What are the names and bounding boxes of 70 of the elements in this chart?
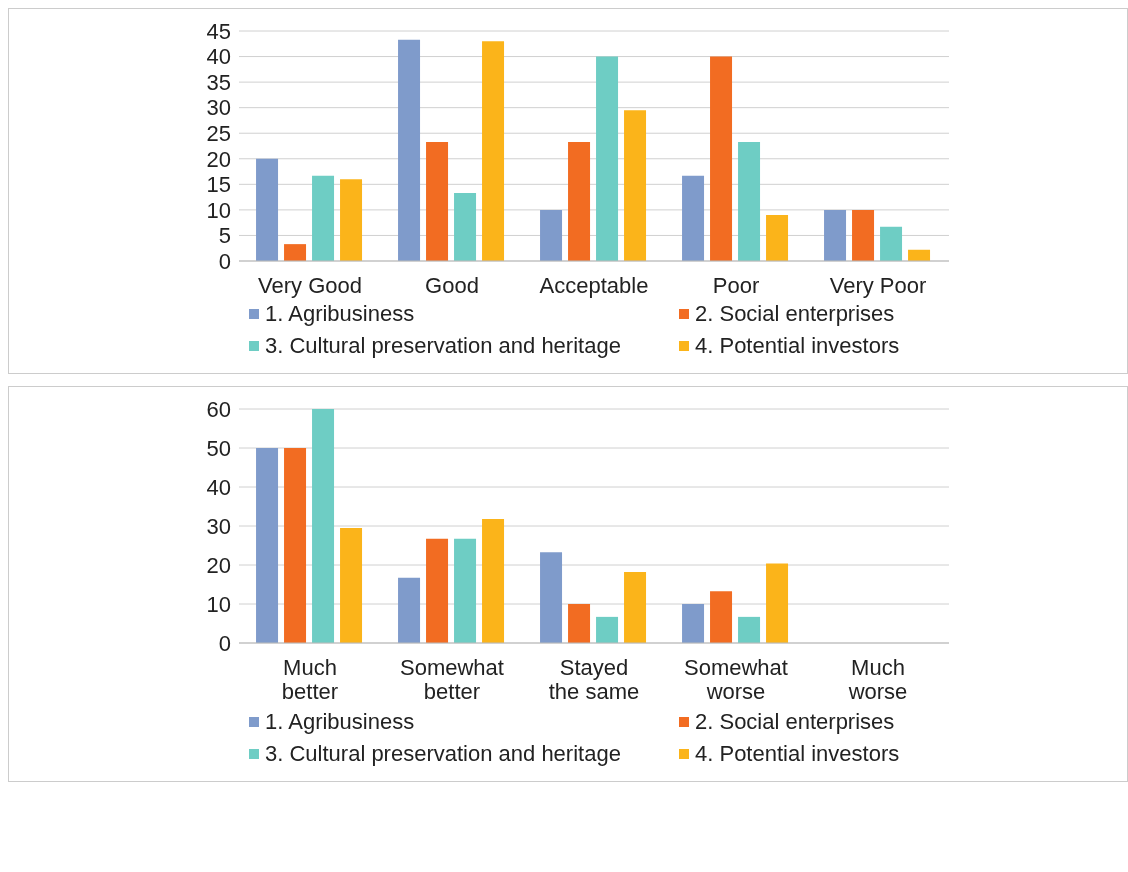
y-tick-label: 20 xyxy=(206,146,231,172)
bar xyxy=(284,448,307,643)
bar xyxy=(568,604,591,643)
y-tick-label: 40 xyxy=(206,474,231,500)
legend-label: 1. Agribusiness xyxy=(265,709,415,735)
bar xyxy=(540,552,563,643)
x-tick-label: Good xyxy=(425,273,479,298)
x-tick-label: Very Good xyxy=(258,273,362,298)
x-tick-label: Much worse xyxy=(847,655,908,704)
y-tick-label: 60 xyxy=(206,396,231,422)
bar xyxy=(256,448,279,643)
y-tick-label: 10 xyxy=(206,591,231,617)
bar xyxy=(312,175,335,261)
legend-label: 2. Social enterprises xyxy=(695,301,895,327)
y-tick-label: 50 xyxy=(206,435,231,461)
y-tick-label: 15 xyxy=(206,172,231,198)
bar xyxy=(596,56,619,261)
bar xyxy=(482,41,505,261)
bar xyxy=(852,209,875,261)
y-tick-label: 20 xyxy=(206,552,231,578)
x-tick-label: Poor xyxy=(712,273,760,298)
bar xyxy=(426,141,449,261)
bar xyxy=(540,209,563,261)
legend-label: 4. Potential investors xyxy=(695,741,900,767)
bar xyxy=(738,141,761,261)
y-tick-label: 10 xyxy=(206,197,231,223)
legend-label: 1. Agribusiness xyxy=(265,301,415,327)
y-tick-label: 30 xyxy=(206,513,231,539)
x-tick-label: Very Poor xyxy=(829,273,927,298)
bar xyxy=(682,604,705,643)
y-tick-label: 0 xyxy=(218,248,231,274)
y-tick-label: 5 xyxy=(218,223,231,249)
bar xyxy=(710,591,733,643)
bar xyxy=(398,39,421,261)
bar xyxy=(824,209,847,261)
y-tick-label: 25 xyxy=(206,121,231,147)
bar xyxy=(340,527,363,643)
legend-label: 3. Cultural preservation and heritage xyxy=(265,333,621,359)
y-tick-label: 40 xyxy=(206,44,231,70)
legend-label: 3. Cultural preservation and heritage xyxy=(265,741,621,767)
bar xyxy=(766,215,789,261)
bar xyxy=(312,409,335,643)
bar xyxy=(340,179,363,261)
x-tick-label: Much better xyxy=(281,655,339,704)
x-tick-label: Stayed the same xyxy=(548,655,640,704)
bar xyxy=(710,56,733,261)
bar xyxy=(766,563,789,643)
bar xyxy=(398,577,421,643)
bar xyxy=(596,616,619,643)
bar xyxy=(454,538,477,643)
bar xyxy=(568,141,591,261)
x-tick-label: Acceptable xyxy=(539,273,649,298)
y-tick-label: 45 xyxy=(206,18,231,44)
y-tick-label: 35 xyxy=(206,69,231,95)
x-tick-label: Somewhat better xyxy=(400,655,504,704)
x-tick-label: Somewhat worse xyxy=(684,655,788,704)
bar xyxy=(284,244,307,261)
y-tick-label: 0 xyxy=(218,630,231,656)
legend-label: 2. Social enterprises xyxy=(695,709,895,735)
bar xyxy=(624,572,647,643)
y-tick-label: 30 xyxy=(206,95,231,121)
bar xyxy=(624,110,647,261)
bar xyxy=(738,616,761,643)
bar xyxy=(454,193,477,261)
bar xyxy=(256,158,279,261)
bar xyxy=(482,518,505,643)
legend-label: 4. Potential investors xyxy=(695,333,900,359)
bar xyxy=(426,538,449,643)
bar xyxy=(880,226,903,261)
bar xyxy=(682,175,705,261)
